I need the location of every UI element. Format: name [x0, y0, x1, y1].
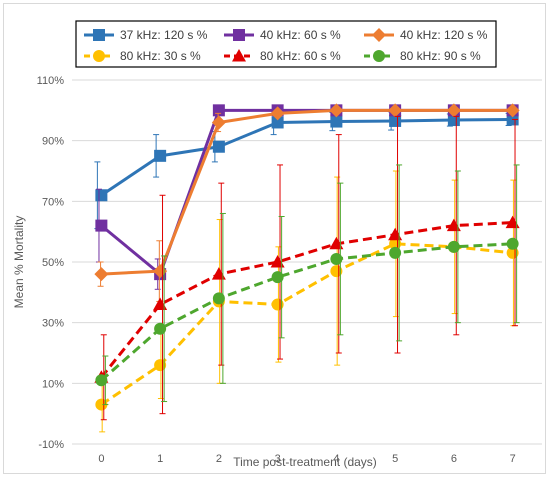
- series-line: [100, 221, 513, 379]
- data-point: [154, 149, 167, 162]
- legend-item: 80 kHz: 60 s %: [224, 49, 341, 63]
- data-point: [388, 103, 403, 118]
- data-point: [211, 267, 226, 280]
- data-point: [95, 374, 108, 387]
- gridlines: [72, 79, 542, 445]
- data-point: [329, 103, 344, 118]
- data-point: [388, 227, 403, 241]
- y-tick-label: 30%: [42, 318, 64, 330]
- series-3: [94, 103, 520, 302]
- legend-item: 40 kHz: 120 s %: [364, 28, 488, 42]
- legend-label: 40 kHz: 60 s %: [260, 28, 341, 42]
- y-tick-label: 110%: [37, 75, 65, 87]
- data-point: [330, 265, 343, 278]
- data-point: [330, 115, 343, 128]
- data-point: [95, 189, 108, 202]
- data-point: [389, 237, 402, 250]
- data-point: [271, 116, 284, 129]
- y-axis-title: Mean % Mortality: [12, 216, 26, 309]
- legend-swatch-marker: [93, 29, 105, 41]
- legend-swatch-marker: [232, 49, 246, 62]
- series-1: [94, 109, 519, 230]
- y-tick-label: -10%: [38, 439, 64, 451]
- y-tick-label: 90%: [42, 136, 64, 148]
- axes: -10% 10% 30% 50% 70% 90% 110% 0 1 2 3 4 5 6 7: [37, 75, 516, 465]
- x-tick-label: 6: [451, 453, 457, 465]
- legend-label: 80 kHz: 60 s %: [260, 49, 341, 63]
- x-tick-label: 2: [216, 453, 222, 465]
- line-chart: -10% 10% 30% 50% 70% 90% 110% 0 1 2 3 4 5 6 7 37 kHz: …: [12, 20, 542, 469]
- legend-box: [75, 20, 497, 68]
- y-tick-label: 50%: [42, 257, 64, 269]
- series-4: [95, 170, 519, 433]
- legend-label: 40 kHz: 120 s %: [400, 28, 488, 42]
- data-point: [447, 240, 460, 253]
- data-point: [271, 271, 284, 284]
- data-point: [154, 322, 167, 335]
- data-point: [330, 252, 343, 265]
- data-point: [211, 115, 226, 130]
- series-line: [100, 117, 513, 197]
- data-point: [506, 237, 519, 250]
- legend-label: 80 kHz: 30 s %: [120, 49, 201, 63]
- chart-frame: -10% 10% 30% 50% 70% 90% 110% 0 1 2 3 4 5 6 7 37 kHz: …: [3, 3, 546, 474]
- series-line: [100, 242, 513, 382]
- y-tick-label: 10%: [42, 378, 64, 390]
- data-point: [447, 114, 460, 127]
- series-line: [100, 242, 513, 406]
- data-point: [154, 359, 167, 372]
- y-tick-label: 70%: [42, 196, 64, 208]
- series-layer: [94, 103, 520, 433]
- legend-item: 37 kHz: 120 s %: [84, 28, 208, 42]
- x-tick-label: 7: [510, 453, 516, 465]
- x-tick-label: 3: [275, 453, 281, 465]
- data-point: [94, 267, 109, 282]
- legend-label: 37 kHz: 120 s %: [120, 28, 208, 42]
- data-point: [506, 246, 519, 259]
- series-6: [95, 164, 520, 406]
- legend-item: 80 kHz: 30 s %: [84, 49, 201, 63]
- x-axis-title: Time post-treatment (days): [233, 455, 377, 469]
- data-point: [95, 398, 108, 411]
- legend-swatch-marker: [373, 50, 385, 62]
- data-point: [212, 104, 225, 117]
- data-point: [270, 106, 285, 121]
- data-point: [271, 298, 284, 311]
- data-point: [389, 246, 402, 259]
- legend-swatch-marker: [233, 29, 245, 41]
- data-point: [95, 219, 108, 232]
- x-tick-label: 4: [333, 453, 339, 465]
- legend-item: 40 kHz: 60 s %: [224, 28, 341, 42]
- legend-item: 80 kHz: 90 s %: [364, 49, 481, 63]
- x-tick-label: 5: [392, 453, 398, 465]
- legend: 37 kHz: 120 s % 40 kHz: 60 s % 40 kHz: 120…: [75, 20, 497, 68]
- legend-swatch-marker: [93, 50, 105, 62]
- data-point: [212, 140, 225, 153]
- data-point: [389, 114, 402, 127]
- data-point: [446, 103, 461, 118]
- data-point: [505, 103, 520, 118]
- x-tick-label: 1: [157, 453, 163, 465]
- data-point: [153, 297, 168, 310]
- data-point: [212, 292, 225, 305]
- legend-swatch-marker: [372, 28, 386, 42]
- x-tick-label: 0: [98, 453, 104, 465]
- legend-label: 80 kHz: 90 s %: [400, 49, 481, 63]
- series-line: [101, 108, 513, 276]
